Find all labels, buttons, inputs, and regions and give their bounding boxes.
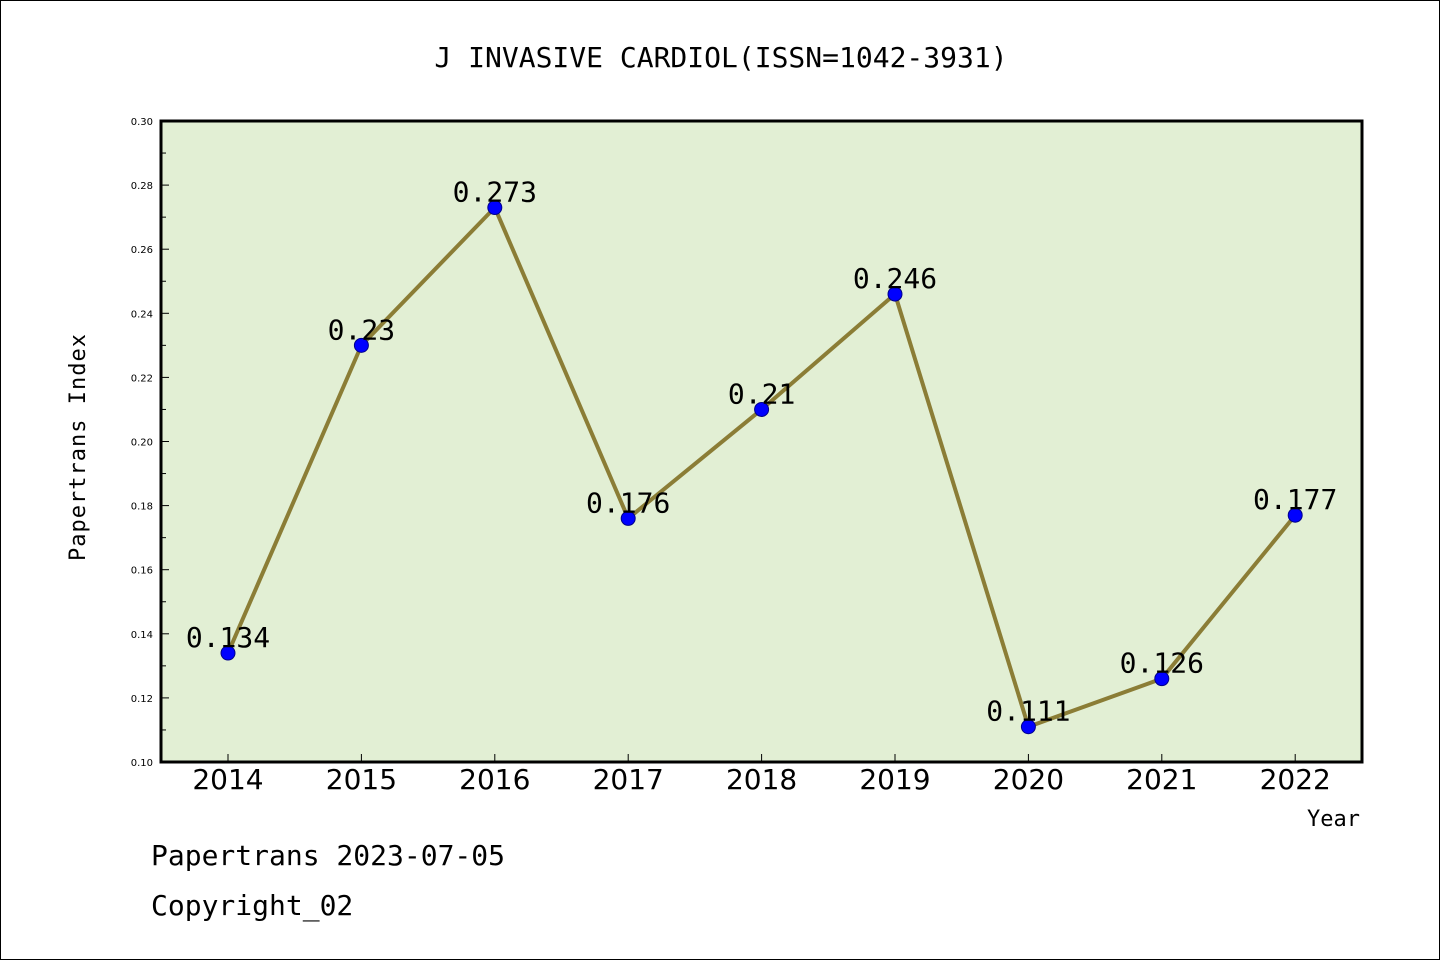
plot-area bbox=[159, 119, 1364, 764]
data-label: 0.111 bbox=[986, 695, 1070, 728]
y-tick-label: 0.28 bbox=[131, 181, 153, 192]
data-label: 0.21 bbox=[728, 377, 795, 410]
y-tick-label: 0.10 bbox=[131, 758, 153, 769]
x-axis-ticks: 2014 2015 2016 2017 2018 2019 2020 2021 2022 bbox=[192, 754, 1331, 796]
y-tick-label: 0.14 bbox=[131, 630, 153, 641]
data-label: 0.23 bbox=[328, 313, 395, 346]
data-point bbox=[620, 510, 636, 526]
data-point bbox=[1287, 507, 1303, 523]
data-point bbox=[887, 286, 903, 302]
y-tick-label: 0.20 bbox=[131, 438, 153, 449]
footer-date: Papertrans 2023-07-05 bbox=[151, 839, 505, 872]
x-tick-label: 2015 bbox=[326, 763, 397, 796]
x-tick-label: 2022 bbox=[1260, 763, 1331, 796]
data-labels: 0.134 0.23 0.273 0.176 0.21 0.246 0.111 0.126 0.… bbox=[186, 176, 1337, 728]
y-tick-label: 0.12 bbox=[131, 694, 153, 705]
x-tick-label: 2017 bbox=[593, 763, 664, 796]
data-label: 0.176 bbox=[586, 486, 670, 519]
x-axis-label: Year bbox=[1307, 807, 1360, 832]
y-tick-label: 0.26 bbox=[131, 245, 153, 256]
data-point bbox=[353, 337, 369, 353]
series-points bbox=[220, 200, 1303, 735]
x-tick-label: 2014 bbox=[192, 763, 263, 796]
data-point bbox=[1020, 719, 1036, 735]
x-tick-label: 2018 bbox=[726, 763, 797, 796]
y-tick-label: 0.16 bbox=[131, 566, 153, 577]
data-point bbox=[754, 401, 770, 417]
data-label: 0.273 bbox=[453, 176, 537, 209]
y-tick-label: 0.22 bbox=[131, 373, 153, 384]
y-tick-label: 0.30 bbox=[131, 117, 153, 128]
chart-title: J INVASIVE CARDIOL(ISSN=1042-3931) bbox=[434, 41, 1007, 74]
data-point bbox=[1154, 671, 1170, 687]
data-point bbox=[487, 200, 503, 216]
data-label: 0.126 bbox=[1120, 647, 1204, 680]
data-label: 0.134 bbox=[186, 621, 270, 654]
x-tick-label: 2019 bbox=[859, 763, 930, 796]
y-axis-ticks: 0.10 0.12 0.14 0.16 0.18 0.20 0.22 0.24 0.26 0.28… bbox=[131, 117, 169, 769]
y-tick-label: 0.24 bbox=[131, 309, 153, 320]
data-label: 0.246 bbox=[853, 262, 937, 295]
y-tick-label: 0.18 bbox=[131, 502, 153, 513]
x-tick-label: 2020 bbox=[993, 763, 1064, 796]
y-axis-label: Papertrans Index bbox=[66, 333, 91, 561]
data-point bbox=[220, 645, 236, 661]
footer-copyright: Copyright_02 bbox=[151, 889, 353, 923]
data-label: 0.177 bbox=[1253, 483, 1337, 516]
x-tick-label: 2021 bbox=[1126, 763, 1197, 796]
x-tick-label: 2016 bbox=[459, 763, 530, 796]
